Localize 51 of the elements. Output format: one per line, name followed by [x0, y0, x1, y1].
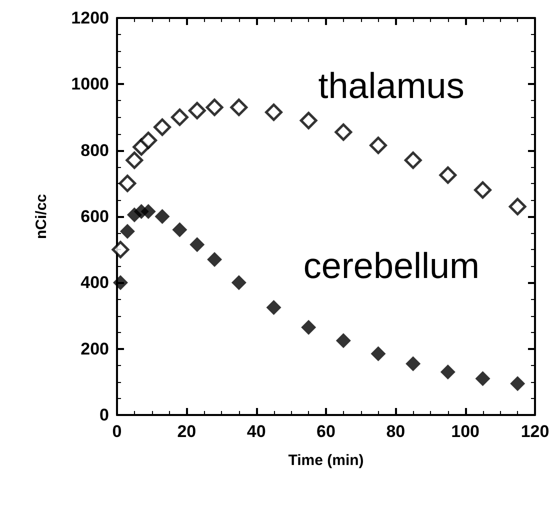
x-tick-label: 80 [386, 422, 406, 441]
x-tick-label: 100 [451, 422, 480, 441]
point [300, 112, 318, 130]
point [206, 98, 224, 116]
point [112, 275, 128, 290]
point [336, 333, 351, 348]
point [190, 237, 205, 252]
point [172, 222, 188, 238]
point [404, 152, 422, 170]
y-tick-label: 1200 [71, 8, 109, 28]
x-axis-title: Time (min) [288, 452, 364, 469]
point [230, 98, 248, 116]
point [440, 364, 456, 380]
y-axis-title: nCi/cc [33, 194, 50, 240]
point [154, 118, 172, 136]
point [265, 104, 282, 122]
point [334, 123, 352, 141]
point [474, 181, 492, 199]
y-tick-label: 400 [80, 273, 109, 292]
y-tick-label: 600 [80, 207, 109, 226]
point [118, 174, 136, 192]
point [475, 371, 490, 386]
point [508, 198, 526, 216]
point [370, 346, 386, 362]
point [370, 136, 387, 154]
point [140, 132, 158, 150]
x-tick-label: 60 [316, 422, 336, 441]
point [120, 224, 135, 239]
y-tick-label: 1000 [71, 74, 109, 94]
point [126, 152, 144, 170]
y-tick-label: 200 [80, 339, 109, 358]
point [207, 252, 222, 268]
legend-label: thalamus [318, 64, 464, 106]
x-tick-label: 0 [112, 422, 122, 441]
x-tick-label: 40 [246, 422, 266, 441]
y-tick-label: 800 [80, 140, 109, 160]
point [231, 275, 246, 290]
point [140, 204, 156, 220]
point [188, 102, 206, 120]
point [439, 166, 457, 184]
point [170, 108, 188, 126]
point [154, 209, 170, 224]
point [406, 356, 421, 372]
point [266, 300, 282, 315]
point [510, 376, 526, 392]
x-tick-label: 20 [177, 422, 196, 441]
x-tick-label: 120 [520, 422, 550, 441]
legend-label: cerebellum [303, 245, 480, 286]
y-tick-label: 0 [100, 406, 109, 424]
point [112, 240, 130, 258]
point [301, 320, 316, 335]
